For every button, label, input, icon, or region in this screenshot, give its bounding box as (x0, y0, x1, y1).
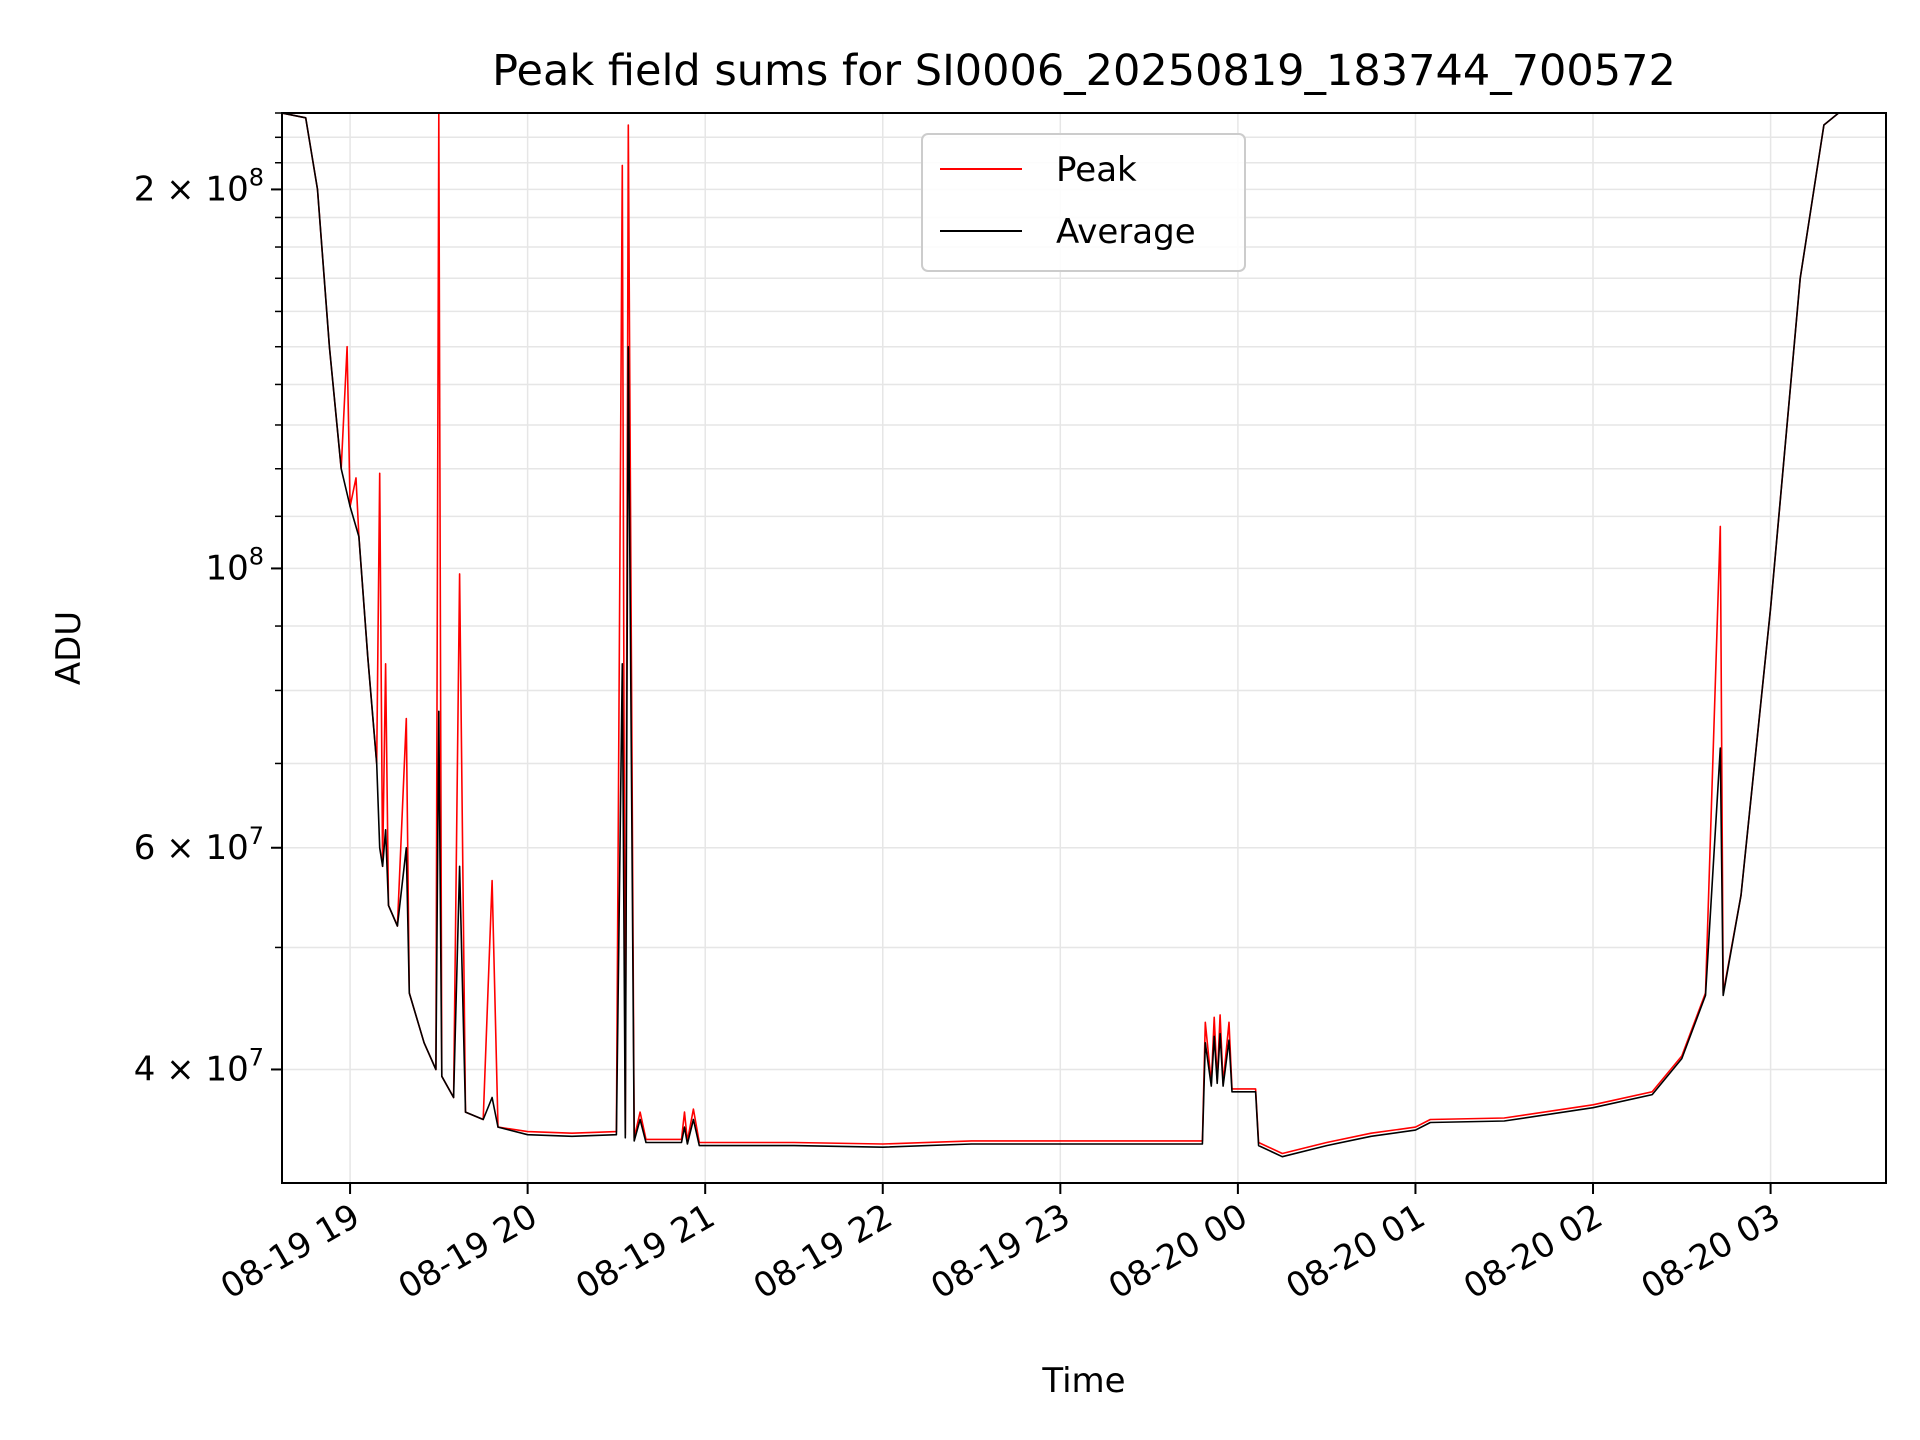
plot-frame (281, 112, 1887, 1184)
legend-label-peak: Peak (1056, 150, 1137, 190)
legend-label-average: Average (1056, 212, 1196, 252)
y-axis-label: ADU (49, 611, 89, 685)
series-lines (282, 113, 1840, 1158)
y-tick-label: 108 (205, 542, 264, 588)
series-line-peak (282, 113, 1840, 1155)
series-line-average (282, 113, 1840, 1158)
x-axis-label: Time (1041, 1361, 1125, 1401)
y-tick-label: 4 × 107 (134, 1043, 264, 1089)
legend: Peak Average (921, 133, 1246, 272)
y-tick-label: 2 × 108 (134, 163, 264, 209)
chart-title: Peak field sums for SI0006_20250819_1837… (492, 46, 1676, 96)
y-tick-label: 6 × 107 (134, 822, 264, 868)
